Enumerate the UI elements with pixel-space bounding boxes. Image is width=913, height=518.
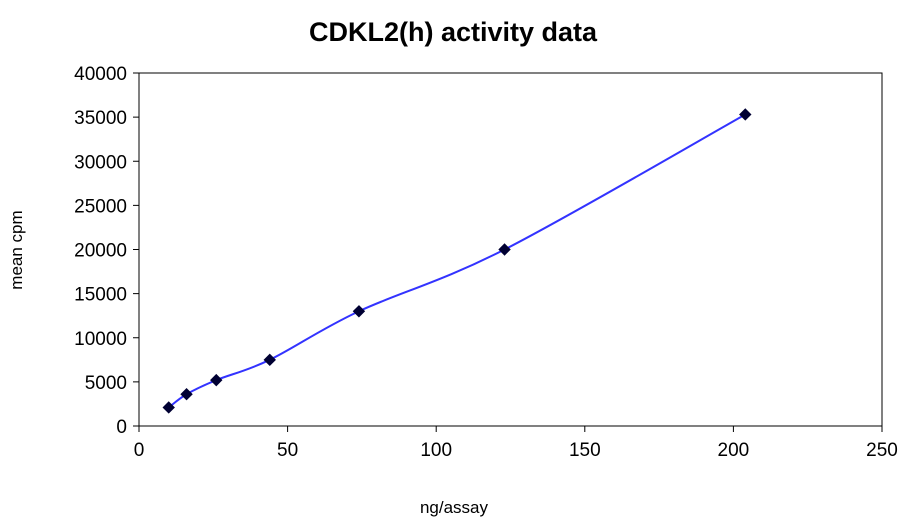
data-points — [162, 108, 752, 414]
y-tick-label: 40000 — [74, 64, 127, 85]
x-tick-label: 200 — [718, 440, 750, 461]
data-point — [739, 108, 752, 121]
x-tick-label: 150 — [569, 440, 601, 461]
x-tick-label: 50 — [277, 440, 298, 461]
data-point — [162, 401, 175, 414]
x-axis-label: ng/assay — [420, 498, 489, 517]
data-point — [263, 353, 276, 367]
x-tick-label: 100 — [420, 440, 452, 461]
data-point — [352, 305, 366, 318]
y-tick-label: 30000 — [74, 152, 127, 173]
y-tick-label: 25000 — [74, 196, 127, 217]
y-tick-label: 10000 — [74, 329, 127, 350]
y-axis-label: mean cpm — [7, 210, 26, 289]
x-tick-label: 0 — [134, 440, 145, 461]
y-axis: 0 5000 10000 15000 20000 25000 30000 35000 40000 — [74, 64, 139, 438]
series-line — [168, 113, 746, 409]
y-tick-label: 15000 — [74, 285, 127, 306]
y-tick-label: 0 — [116, 417, 127, 438]
data-point — [498, 243, 511, 256]
x-axis: 0 50 100 150 200 250 — [134, 426, 898, 461]
y-tick-label: 20000 — [74, 241, 127, 262]
chart-title: CDKL2(h) activity data — [309, 17, 598, 47]
y-tick-label: 35000 — [74, 108, 127, 129]
data-point — [180, 388, 193, 401]
data-point — [210, 373, 223, 387]
y-tick-label: 5000 — [85, 373, 127, 394]
x-tick-label: 250 — [866, 440, 898, 461]
